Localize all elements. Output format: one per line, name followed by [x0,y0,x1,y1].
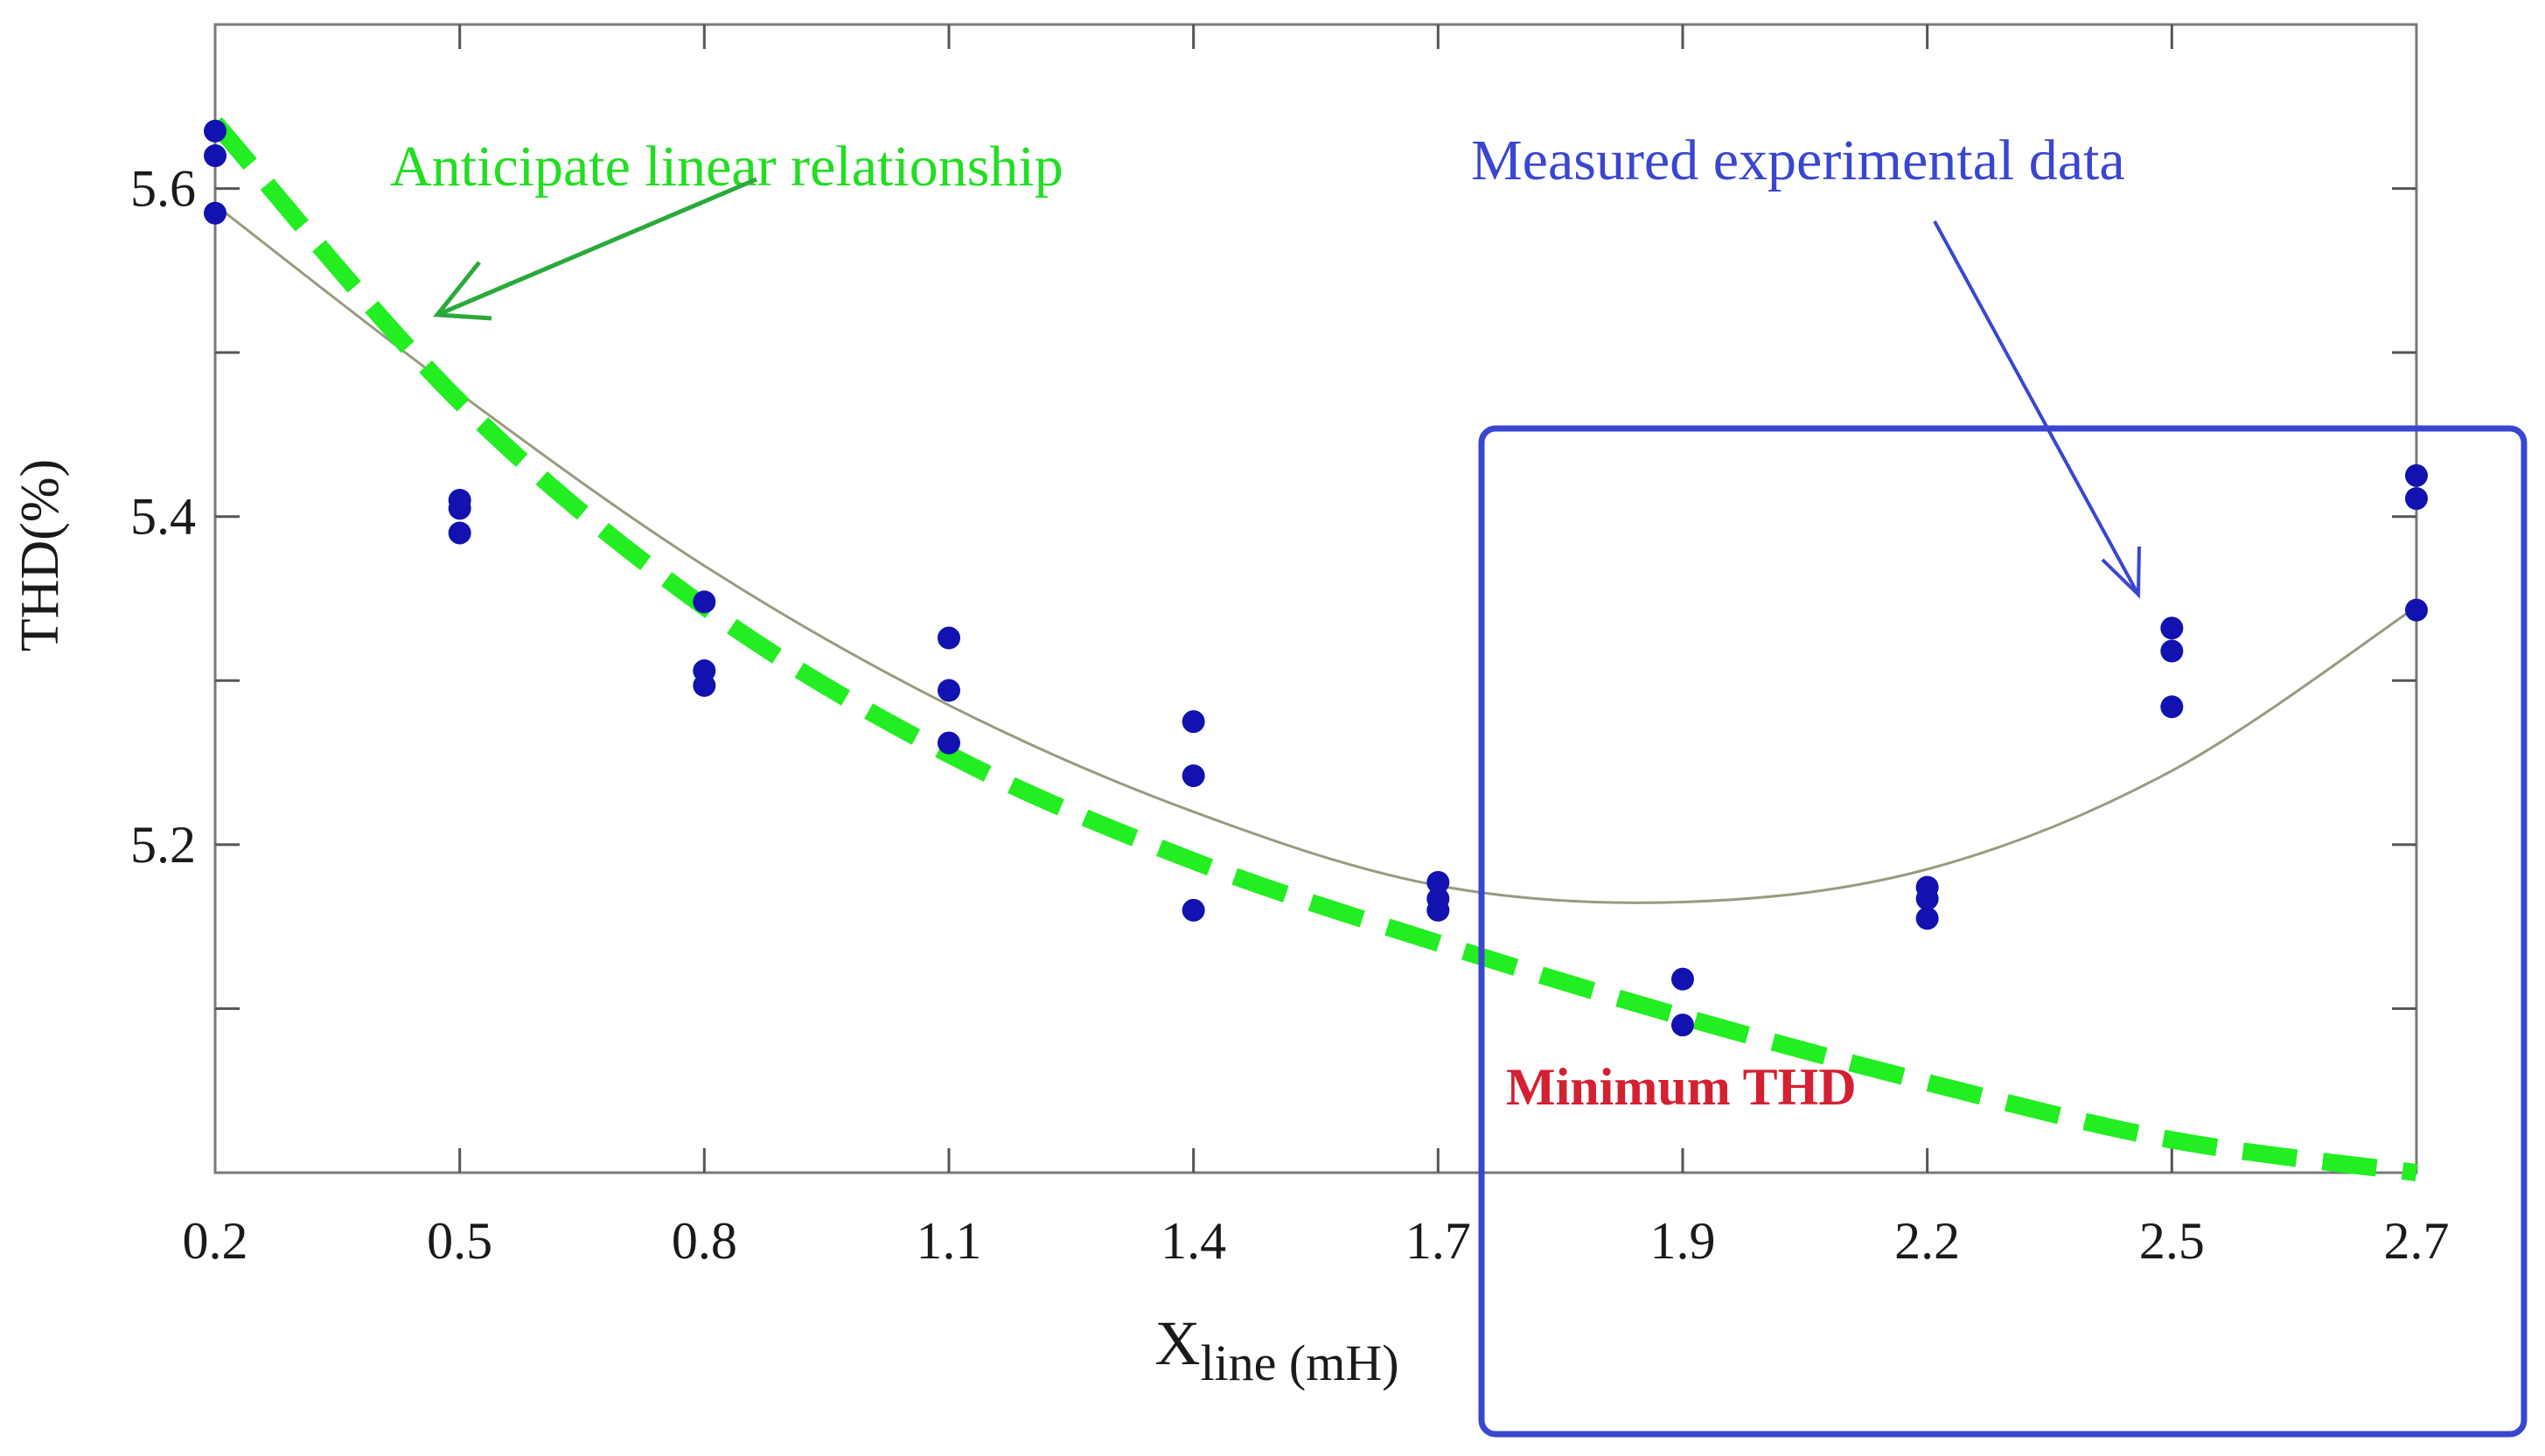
quadratic-fit-curve [214,204,2417,904]
x-axis-title-subscript: line (mH) [1200,1334,1398,1391]
x-tick-label: 0.8 [672,1212,737,1270]
y-tick-label: 5.4 [130,488,196,546]
fit-curve-layer [214,204,2417,904]
data-point [938,731,960,755]
x-tick-label: 1.9 [1650,1212,1716,1270]
x-tick-label: 2.7 [2384,1212,2450,1270]
data-point [1915,887,1939,910]
data-point [448,497,471,520]
linear-relationship-arrow-icon [433,177,757,321]
x-tick-label: 1.1 [917,1212,982,1270]
x-axis-ticks: 0.2 0.5 0.8 1.1 1.4 1.7 1.9 2.2 2.5 2.7 [183,24,2450,1270]
data-point [938,626,960,650]
y-tick-label: 5.2 [130,816,196,874]
y-axis-title: THD(%) [10,459,70,651]
plot-frame [213,23,2418,1174]
measured-data-arrow-icon [1933,220,2141,599]
x-tick-label: 2.2 [1894,1212,1960,1270]
minimum-region-highlight-box [1478,425,2528,1438]
data-point [2405,463,2428,487]
data-point [2405,487,2428,511]
x-tick-label: 0.2 [183,1212,248,1270]
linear-trend-dashed-line [208,116,2418,1181]
x-tick-label: 0.5 [427,1212,492,1270]
data-point [693,673,716,697]
data-point [448,521,471,545]
x-axis-title: Xline (mH) [1154,1308,1398,1391]
data-point [1915,907,1939,930]
data-point [204,119,227,143]
data-point [1671,1014,1694,1037]
data-point [1671,967,1694,991]
data-point [2405,598,2428,622]
data-point [693,590,716,614]
x-tick-label: 1.4 [1161,1212,1226,1270]
data-point [938,679,960,702]
minimum-thd-label: Minimum THD [1506,1058,1857,1116]
data-point [2160,617,2184,640]
data-point [204,144,227,168]
data-point [204,201,227,225]
data-point [1426,870,1450,894]
data-point [2160,695,2184,719]
data-point [2160,639,2184,663]
data-point [1182,764,1205,788]
measured-data-label: Measured experimental data [1471,129,2125,192]
data-points-layer [204,119,2428,1037]
y-axis-ticks: 5.2 5.4 5.6 [130,160,2416,1010]
data-point [1182,898,1205,922]
x-axis-title-main: X [1154,1308,1200,1378]
x-tick-label: 1.7 [1405,1212,1471,1270]
linear-trend-layer [208,116,2418,1181]
data-point [1182,710,1205,734]
x-tick-label: 2.5 [2139,1212,2205,1270]
y-tick-label: 5.6 [130,160,196,218]
linear-relationship-label: Anticipate linear relationship [390,135,1063,199]
data-point [1426,898,1450,922]
